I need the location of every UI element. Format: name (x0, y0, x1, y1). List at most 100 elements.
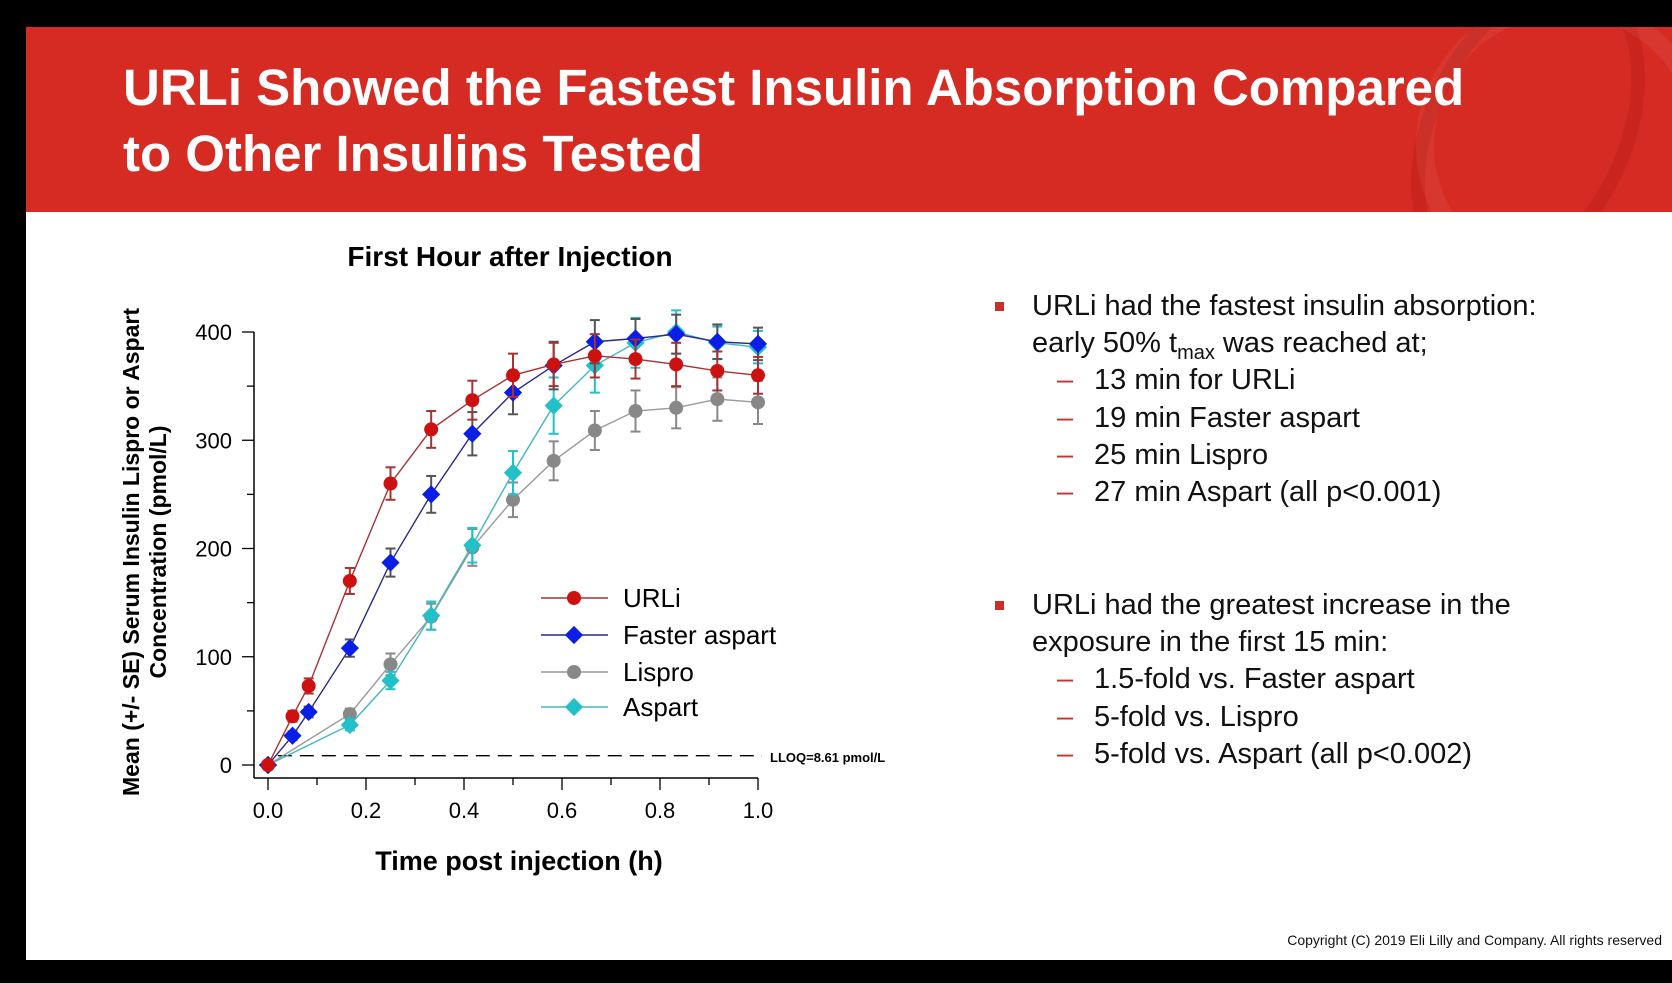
legend-item: URLi (541, 583, 681, 613)
dash-marker: – (1057, 738, 1074, 770)
data-point (381, 671, 400, 690)
data-point (424, 422, 439, 437)
series-line (267, 398, 759, 766)
x-tick-label: 0.2 (351, 798, 382, 823)
data-point (748, 334, 768, 354)
data-point (342, 573, 357, 588)
data-point (340, 715, 359, 735)
data-point (710, 363, 725, 378)
axes: 0 100 200 300 400 0.0 0.2 0.4 0.6 0.8 1.0 (195, 320, 773, 823)
x-tick-label: 0.0 (253, 798, 284, 823)
data-point (506, 492, 520, 507)
data-point (381, 553, 400, 572)
x-tick-label: 1.0 (743, 798, 774, 823)
data-point (340, 638, 359, 658)
data-point (506, 368, 520, 383)
chart-title: First Hour after Injection (347, 241, 672, 272)
data-point (567, 665, 581, 679)
dash-marker: – (1057, 364, 1074, 396)
legend-label: Aspart (623, 692, 699, 722)
series-urli (261, 333, 765, 772)
text: early 50% t (1032, 327, 1178, 359)
data-point (546, 453, 561, 468)
y-tick-label: 400 (195, 320, 232, 345)
data-point (669, 357, 684, 372)
copyright-notice: Copyright (C) 2019 Eli Lilly and Company… (1287, 932, 1662, 948)
sub-bullet: 13 min for URLi (1094, 364, 1296, 396)
data-point (285, 709, 300, 724)
text: was reached at; (1214, 327, 1428, 359)
data-point (299, 702, 318, 722)
data-point (751, 368, 765, 383)
bullet-text: exposure in the first 15 min: (1032, 626, 1389, 658)
dash-marker: – (1057, 701, 1074, 733)
slide-header: URLi Showed the Fastest Insulin Absorpti… (26, 27, 1672, 212)
data-point (503, 463, 523, 482)
data-point (301, 678, 316, 693)
sub-bullet: 27 min Aspart (all p<0.001) (1094, 476, 1442, 508)
dash-marker: – (1057, 476, 1074, 508)
data-point (587, 423, 602, 438)
bullet-text: early 50% tmax was reached at; (1032, 325, 1428, 372)
sub-bullet: 1.5-fold vs. Faster aspart (1094, 663, 1415, 695)
x-axis-label: Time post injection (h) (375, 846, 663, 876)
legend-label: Faster aspart (623, 620, 777, 650)
data-point (751, 395, 765, 410)
data-point (422, 485, 441, 504)
sub-bullet: 5-fold vs. Lispro (1094, 701, 1299, 733)
data-point (708, 332, 727, 351)
dash-marker: – (1057, 439, 1074, 471)
data-point (564, 697, 584, 717)
y-tick-label: 0 (220, 753, 232, 778)
x-tick-label: 0.6 (547, 798, 578, 823)
data-point (342, 707, 357, 722)
legend-item: Lispro (541, 657, 694, 687)
data-point (626, 329, 645, 348)
bullet-text: URLi had the greatest increase in the (1032, 589, 1511, 621)
data-point (710, 392, 725, 407)
y-tick-label: 200 (195, 537, 232, 562)
y-axis-label: Concentration (pmol/L) (145, 426, 171, 679)
legend-item: Faster aspart (541, 620, 777, 650)
bullet-marker (995, 302, 1004, 311)
legend: URLi Faster aspart Lispro Aspart (541, 583, 777, 722)
data-point (628, 352, 643, 367)
legend-label: URLi (623, 583, 681, 613)
bullet-marker (995, 601, 1004, 610)
y-axis-label: Mean (+/- SE) Serum Insulin Lispro or As… (118, 308, 144, 796)
data-point (283, 726, 302, 745)
title-line: URLi Showed the Fastest Insulin Absorpti… (123, 59, 1465, 116)
data-point (463, 536, 482, 555)
slide-title: URLi Showed the Fastest Insulin Absorpti… (123, 55, 1464, 187)
data-point (463, 424, 482, 443)
data-point (546, 357, 561, 372)
data-point (669, 400, 684, 415)
data-point (628, 404, 643, 419)
data-point (667, 325, 686, 344)
x-tick-label: 0.8 (645, 798, 676, 823)
title-line: to Other Insulins Tested (123, 125, 703, 182)
chart-marks (258, 309, 768, 775)
sub-bullet: 25 min Lispro (1094, 439, 1269, 471)
bullet-text: URLi had the fastest insulin absorption: (1032, 290, 1537, 322)
data-point (544, 396, 563, 415)
data-point (564, 625, 584, 645)
lloq-label: LLOQ=8.61 pmol/L (770, 750, 885, 765)
data-point (422, 606, 441, 625)
data-point (383, 657, 398, 672)
y-tick-label: 300 (195, 428, 232, 453)
data-point (465, 393, 480, 408)
sub-bullet: 19 min Faster aspart (1094, 402, 1360, 434)
x-tick-label: 0.4 (449, 798, 480, 823)
sub-bullet: 5-fold vs. Aspart (all p<0.002) (1094, 738, 1473, 770)
y-tick-label: 100 (195, 645, 232, 670)
legend-item: Aspart (541, 692, 699, 722)
dash-marker: – (1057, 663, 1074, 695)
data-point (587, 348, 602, 363)
legend-label: Lispro (623, 657, 694, 687)
data-point (261, 758, 275, 772)
data-point (383, 476, 398, 491)
data-point (567, 591, 581, 605)
dash-marker: – (1057, 402, 1074, 434)
subscript: max (1177, 341, 1215, 364)
